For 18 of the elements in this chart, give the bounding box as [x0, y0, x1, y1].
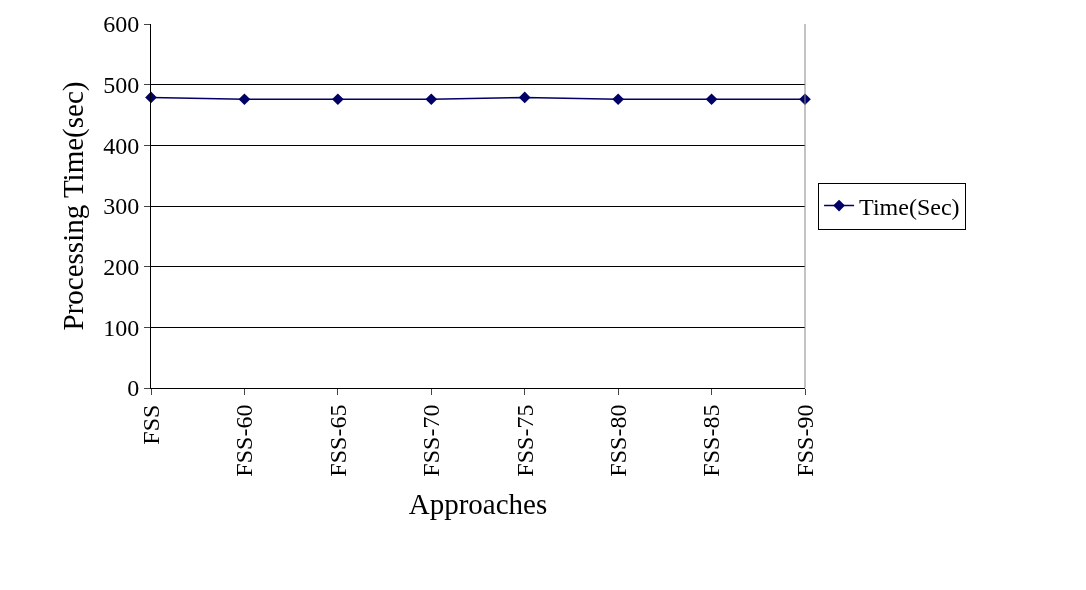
x-tick-label: FSS-85 — [698, 404, 725, 477]
x-tick-label: FSS-80 — [604, 404, 631, 477]
x-tick-label: FSS-70 — [418, 404, 445, 477]
x-tick-label: FSS-75 — [511, 404, 538, 477]
legend-label: Time(Sec) — [859, 193, 960, 220]
y-axis-title: Processing Time(sec) — [57, 81, 90, 331]
y-tick-label: 300 — [103, 193, 140, 220]
x-tick-label: FSS — [137, 404, 164, 445]
y-tick-label: 500 — [103, 72, 140, 99]
y-tick-label: 200 — [103, 254, 140, 281]
x-tick-label: FSS-60 — [231, 404, 258, 477]
y-tick-label: 100 — [103, 314, 140, 341]
x-axis-title: Approaches — [408, 488, 548, 521]
y-tick-label: 400 — [103, 132, 140, 159]
y-tick-label: 600 — [103, 11, 140, 38]
x-tick-label: FSS-90 — [791, 404, 818, 477]
x-tick-label: FSS-65 — [324, 404, 351, 477]
y-tick-label: 0 — [127, 375, 140, 402]
